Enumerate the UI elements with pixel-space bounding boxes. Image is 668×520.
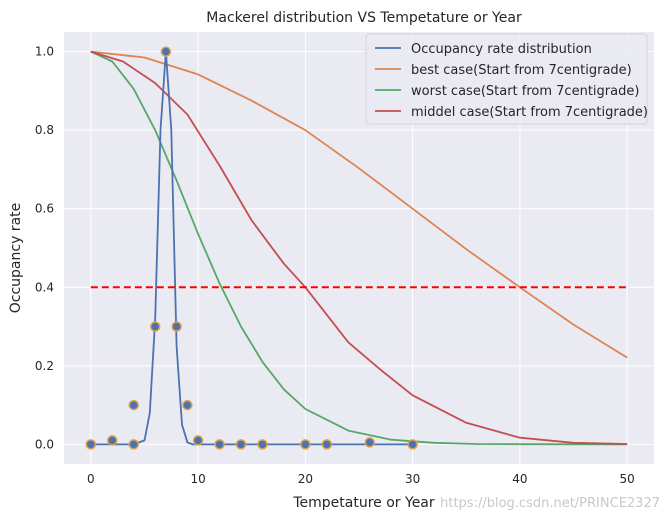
scatter-point (300, 439, 311, 450)
x-tick-label: 0 (87, 472, 95, 486)
y-tick-label: 0.0 (35, 437, 54, 451)
legend-label-occupancy: Occupancy rate distribution (411, 42, 592, 57)
y-axis-label: Occupancy rate (8, 203, 24, 314)
chart-title: Mackerel distribution VS Tempetature or … (206, 10, 522, 26)
x-tick-labels: 0 10 20 30 40 50 (87, 472, 635, 486)
legend-label-best-case: best case(Start from 7centigrade) (411, 63, 632, 78)
x-tick-label: 20 (298, 472, 313, 486)
y-tick-label: 0.6 (35, 202, 54, 216)
scatter-point (128, 399, 139, 411)
scatter-point (107, 435, 118, 446)
x-tick-label: 10 (190, 472, 205, 486)
y-tick-label: 0.8 (35, 123, 54, 137)
y-tick-labels: 0.0 0.2 0.4 0.6 0.8 1.0 (35, 45, 54, 452)
scatter-point (321, 439, 333, 450)
scatter-point (257, 439, 268, 450)
scatter-point (85, 439, 97, 450)
legend-label-worst-case: worst case(Start from 7centigrade) (411, 84, 639, 99)
y-tick-label: 0.2 (35, 359, 54, 373)
y-tick-label: 0.4 (35, 280, 54, 294)
x-tick-label: 30 (405, 472, 420, 486)
scatter-point (149, 321, 161, 332)
scatter-point (214, 439, 225, 450)
scatter-point (235, 439, 247, 450)
x-axis-label: Tempetature or Year (292, 495, 435, 511)
scatter-point (128, 439, 139, 450)
legend-frame (365, 33, 648, 125)
x-tick-label: 40 (512, 472, 527, 486)
legend-label-middle-case: middel case(Start from 7centigrade) (411, 105, 648, 120)
scatter-point (182, 399, 193, 411)
scatter-point (192, 435, 204, 446)
scatter-point (407, 439, 418, 450)
scatter-point (160, 46, 172, 57)
series-line-worst-case (90, 50, 628, 446)
series-line-best-case (90, 50, 628, 359)
scatter-point (364, 437, 375, 448)
y-tick-label: 1.0 (35, 45, 54, 59)
scatter-points (85, 46, 418, 450)
x-tick-label: 50 (620, 472, 635, 486)
scatter-point (171, 321, 182, 332)
watermark: https://blog.csdn.net/PRINCE2327 (440, 496, 660, 511)
legend: Occupancy rate distribution best case(St… (365, 33, 648, 125)
